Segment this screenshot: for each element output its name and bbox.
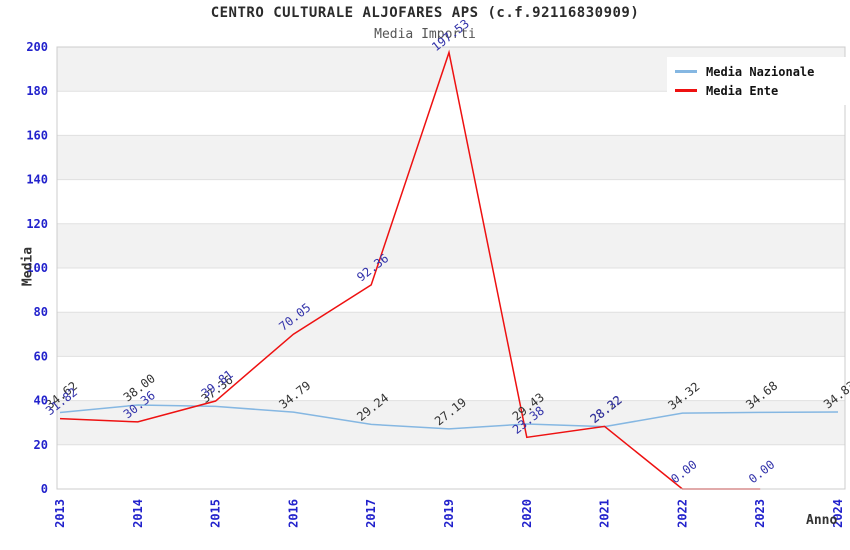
legend-item-media-nazionale: Media Nazionale <box>675 62 843 81</box>
x-tick-label: 2021 <box>598 499 612 528</box>
x-tick-label: 2013 <box>53 499 67 528</box>
y-tick-label: 120 <box>26 217 48 231</box>
y-tick-label: 200 <box>26 40 48 54</box>
plot-band <box>57 444 845 489</box>
plot-band <box>57 223 845 268</box>
x-tick-label: 2015 <box>209 499 223 528</box>
y-axis-title: Media <box>20 246 36 287</box>
y-tick-label: 80 <box>34 305 48 319</box>
series-line-media-nazionale <box>59 404 839 430</box>
plot-band <box>57 179 845 224</box>
y-tick-label: 60 <box>34 349 48 363</box>
media-nazionale-line-swatch <box>675 70 697 73</box>
chart-subtitle: Media Importi <box>374 27 476 42</box>
legend-item-media-ente: Media Ente <box>675 81 843 100</box>
plot-band <box>57 356 845 401</box>
y-tick-label: 140 <box>26 173 48 187</box>
legend-label-media-ente: Media Ente <box>706 83 779 98</box>
y-tick-label: 180 <box>26 84 48 98</box>
x-tick-label: 2024 <box>831 499 845 528</box>
series-line-media-ente <box>59 49 761 490</box>
x-tick-label: 2014 <box>131 499 145 528</box>
y-tick-label: 160 <box>26 128 48 142</box>
y-tick-label: 40 <box>34 394 48 408</box>
plot-band <box>57 135 845 180</box>
x-tick-label: 2016 <box>286 499 300 528</box>
plot-band <box>57 312 845 357</box>
legend: Media Nazionale Media Ente <box>667 57 847 105</box>
media-ente-line-swatch <box>675 89 697 92</box>
plot-border <box>56 46 846 490</box>
x-tick-label: 2017 <box>364 499 378 528</box>
y-tick-label: 100 <box>26 261 48 275</box>
x-tick-label: 2020 <box>520 499 534 528</box>
x-axis-title: Anno <box>806 513 838 528</box>
chart-title: CENTRO CULTURALE ALJOFARES APS (c.f.9211… <box>210 5 640 21</box>
y-tick-label: 0 <box>41 482 48 496</box>
x-tick-label: 2022 <box>675 499 689 528</box>
x-tick-label: 2023 <box>753 499 767 528</box>
y-tick-label: 20 <box>34 438 48 452</box>
legend-label-media-nazionale: Media Nazionale <box>706 64 815 79</box>
plot-band <box>57 268 845 313</box>
x-tick-label: 2019 <box>442 499 456 528</box>
